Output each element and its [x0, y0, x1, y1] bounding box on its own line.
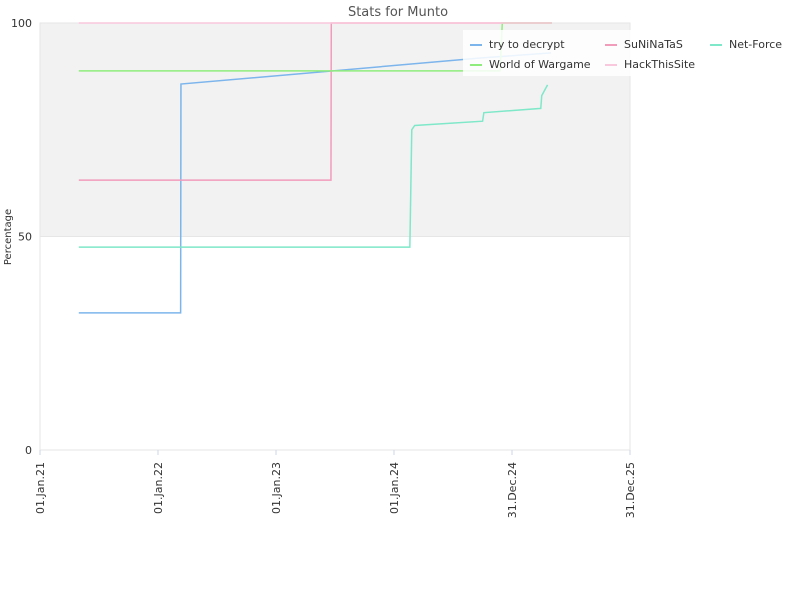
legend-box [463, 30, 793, 76]
legend-label: try to decrypt [489, 38, 565, 51]
x-tick-label: 01.Jan.21 [34, 462, 47, 514]
x-tick-label: 01.Jan.23 [270, 462, 283, 514]
chart-title: Stats for Munto [348, 5, 448, 20]
legend-label: HackThisSite [624, 58, 695, 71]
y-tick-label: 50 [18, 231, 32, 244]
series-line [78, 84, 549, 248]
x-tick-label: 01.Jan.24 [388, 462, 401, 514]
legend-label: World of Wargame [489, 58, 591, 71]
y-axis-label: Percentage [3, 209, 14, 265]
x-tick-label: 31.Dec.24 [506, 462, 519, 518]
x-tick-label: 31.Dec.25 [624, 462, 637, 518]
y-tick-label: 100 [11, 17, 32, 30]
y-tick-label: 0 [25, 444, 32, 457]
x-tick-label: 01.Jan.22 [152, 462, 165, 514]
legend-label: Net-Force [729, 38, 782, 51]
legend-label: SuNiNaTaS [624, 38, 683, 51]
